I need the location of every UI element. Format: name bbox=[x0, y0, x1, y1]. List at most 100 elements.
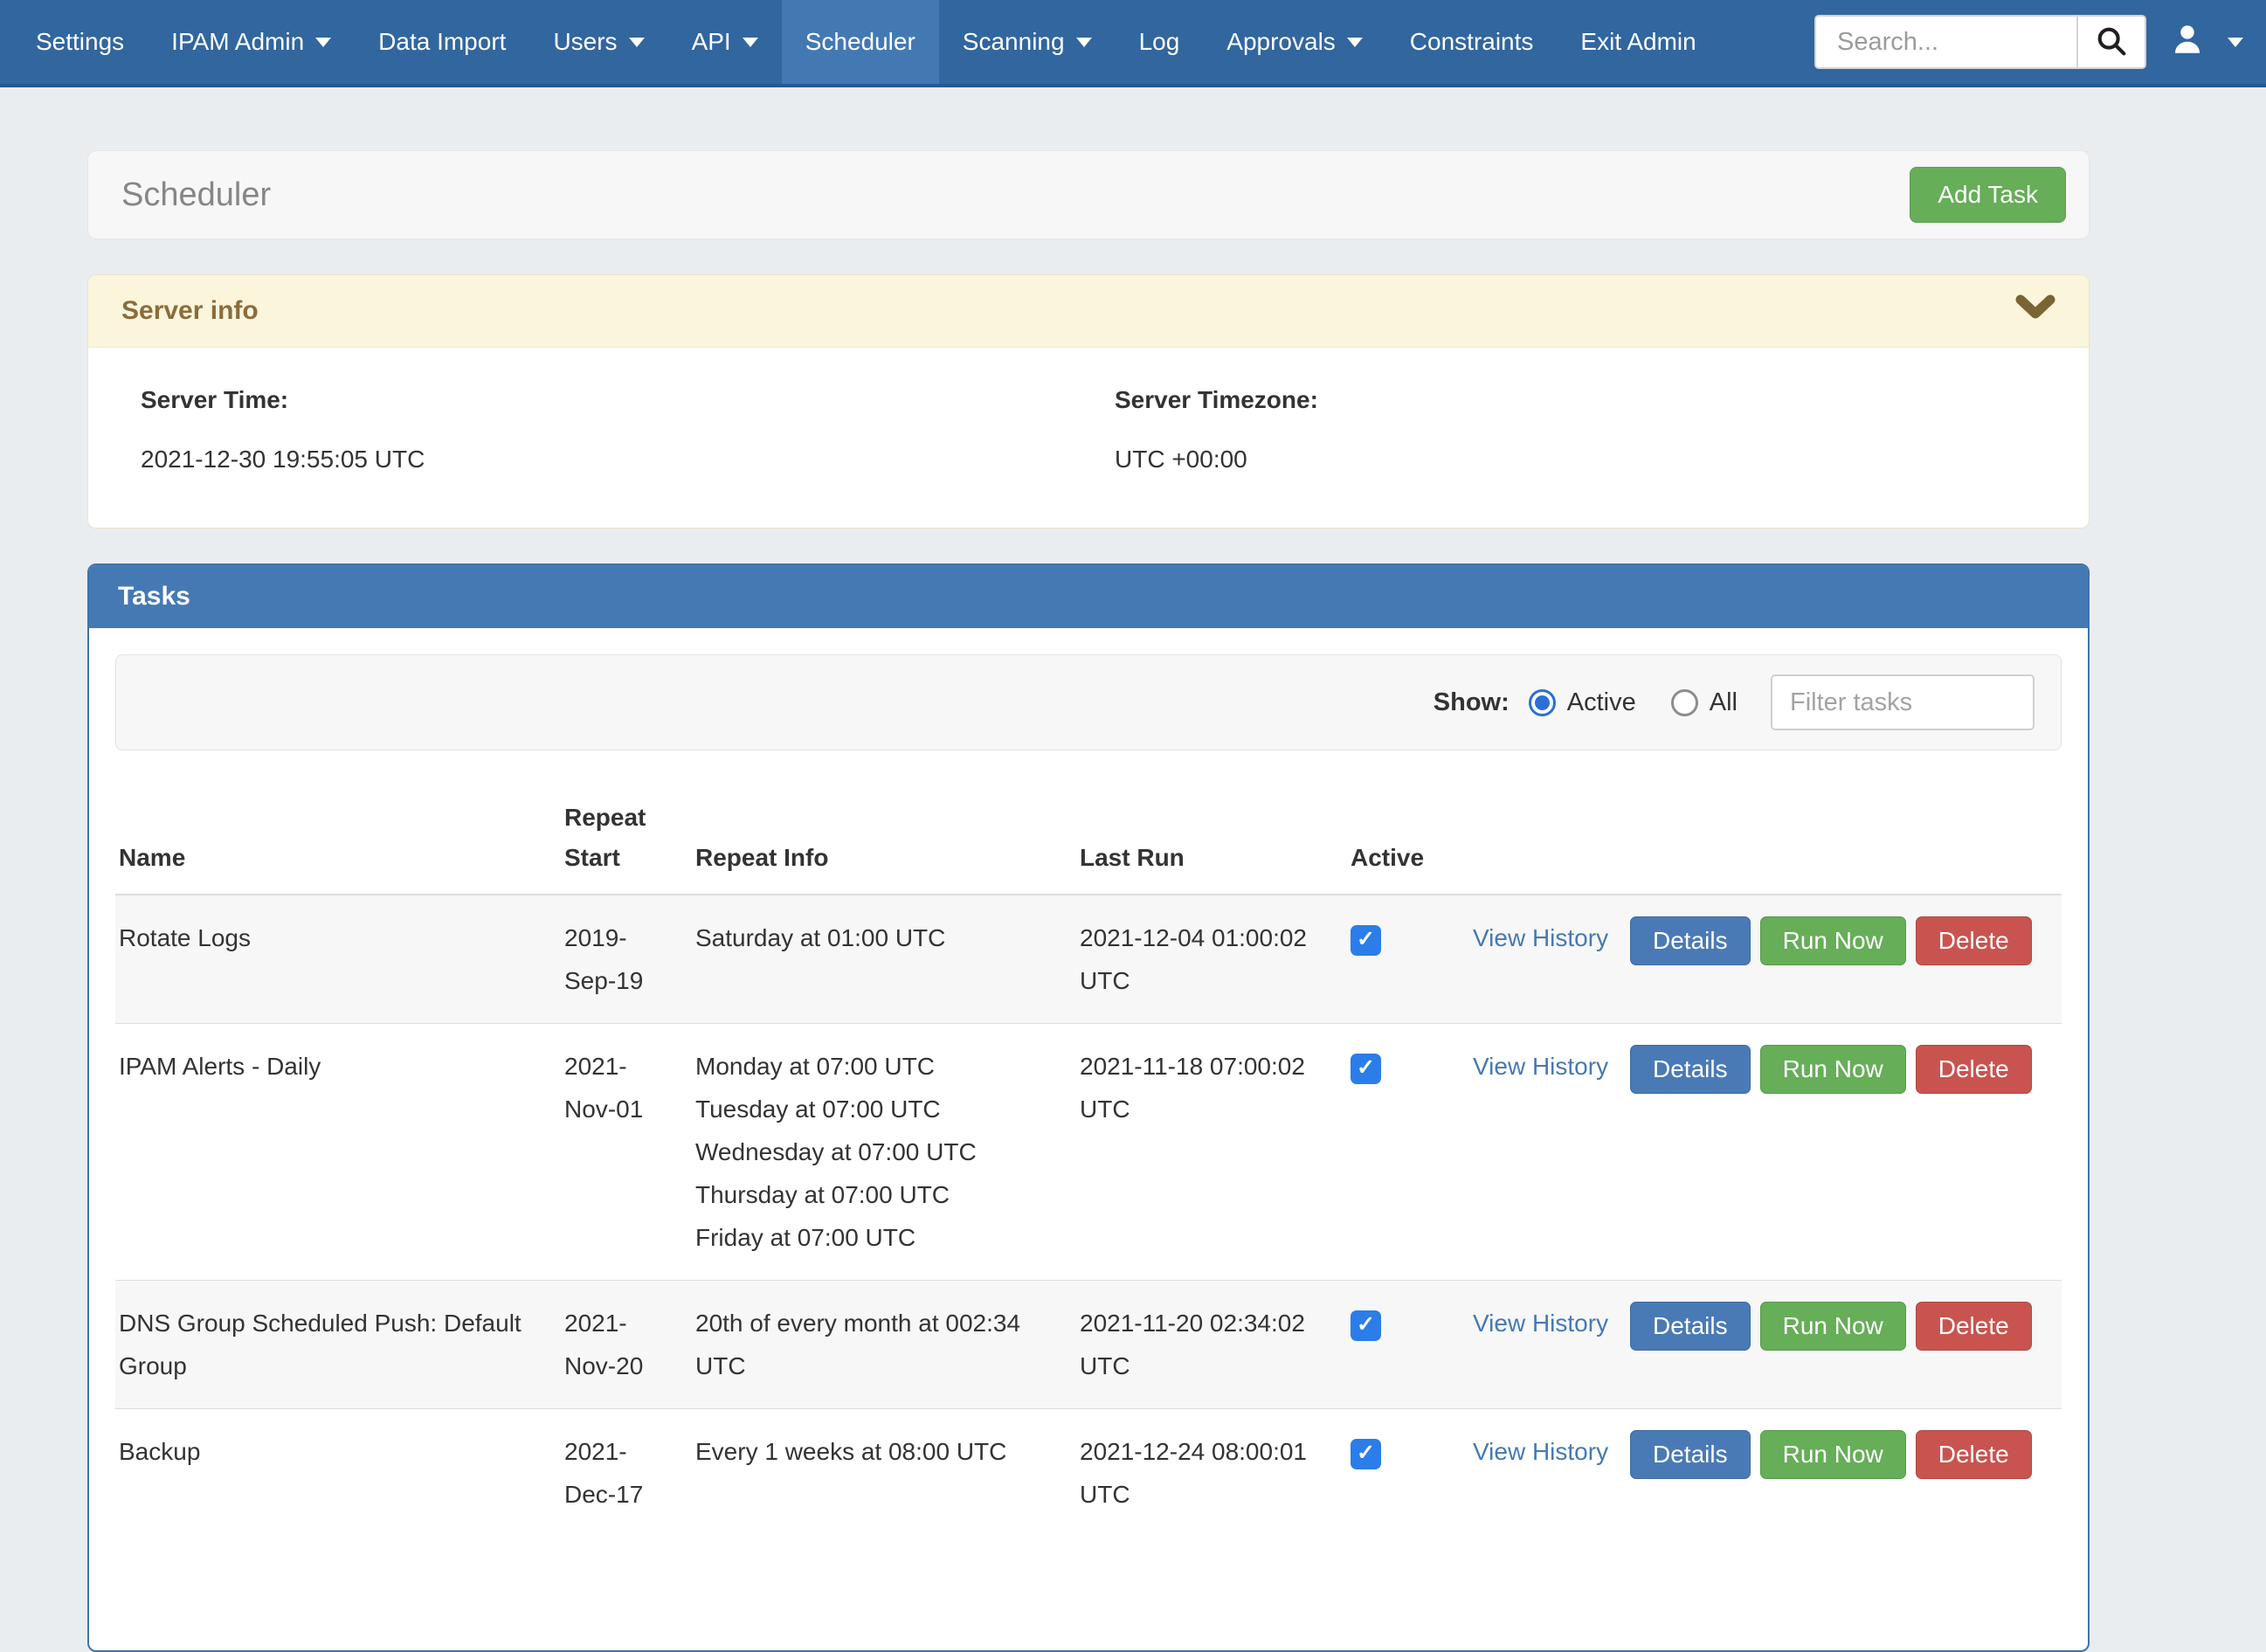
task-actions: DetailsRun NowDelete bbox=[1630, 916, 2044, 965]
task-repeat-info-line: Monday at 07:00 UTC bbox=[695, 1045, 1059, 1088]
search-button[interactable] bbox=[2076, 17, 2145, 67]
caret-down-icon bbox=[743, 38, 758, 47]
server-time-block: Server Time: 2021-12-30 19:55:05 UTC bbox=[141, 386, 1115, 473]
top-navbar: Settings IPAM Admin Data Import UsersAPI Sch… bbox=[0, 0, 2266, 87]
task-last-run: 2021-11-18 07:00:02 UTC bbox=[1080, 1053, 1305, 1123]
radio-active-label: Active bbox=[1567, 688, 1636, 717]
task-actions: DetailsRun NowDelete bbox=[1630, 1045, 2044, 1094]
nav-item-label: Scheduler bbox=[805, 28, 915, 56]
column-header-actions bbox=[1627, 784, 2062, 895]
view-history-link[interactable]: View History bbox=[1473, 1438, 1608, 1465]
task-repeat-info-cell: 20th of every month at 002:34 UTC bbox=[692, 1281, 1076, 1409]
task-repeat-info-cell: Every 1 weeks at 08:00 UTC bbox=[692, 1409, 1076, 1538]
server-time-value: 2021-12-30 19:55:05 UTC bbox=[141, 446, 1115, 473]
nav-item-users[interactable]: Users bbox=[529, 0, 667, 84]
nav-item-label: Scanning bbox=[963, 28, 1065, 56]
run-now-button[interactable]: Run Now bbox=[1760, 916, 1906, 965]
show-label: Show: bbox=[1434, 688, 1510, 717]
delete-button[interactable]: Delete bbox=[1916, 916, 2032, 965]
nav-item-scheduler[interactable]: Scheduler bbox=[782, 0, 939, 84]
task-repeat-info-cell: Monday at 07:00 UTCTuesday at 07:00 UTCW… bbox=[692, 1024, 1076, 1281]
nav-item-api[interactable]: API bbox=[668, 0, 782, 84]
details-button[interactable]: Details bbox=[1630, 916, 1751, 965]
nav-item-ipam-admin[interactable]: IPAM Admin bbox=[148, 0, 355, 84]
nav-item-label: Approvals bbox=[1226, 28, 1336, 56]
task-last-run-cell: 2021-12-24 08:00:01 UTC bbox=[1076, 1409, 1347, 1538]
radio-all-icon[interactable] bbox=[1671, 689, 1698, 716]
filter-tasks-input[interactable] bbox=[1771, 674, 2035, 730]
nav-item-log[interactable]: Log bbox=[1116, 0, 1204, 84]
nav-item-exit-admin[interactable]: Exit Admin bbox=[1557, 0, 1719, 84]
active-checkbox[interactable]: ✓ bbox=[1351, 1054, 1381, 1084]
task-actions-cell: DetailsRun NowDelete bbox=[1627, 1281, 2062, 1409]
chevron-down-icon[interactable] bbox=[2015, 294, 2055, 328]
nav-item-label: Settings bbox=[36, 28, 124, 56]
task-name-cell: DNS Group Scheduled Push: Default Group bbox=[115, 1281, 561, 1409]
details-button[interactable]: Details bbox=[1630, 1045, 1751, 1094]
task-repeat-start-cell: 2019-Sep-19 bbox=[561, 895, 692, 1024]
caret-down-icon bbox=[315, 38, 331, 47]
task-name-cell: Backup bbox=[115, 1409, 561, 1538]
tasks-table-body: Rotate Logs 2019-Sep-19 Saturday at 01:00 … bbox=[115, 895, 2062, 1537]
delete-button[interactable]: Delete bbox=[1916, 1045, 2032, 1094]
task-name: Rotate Logs bbox=[119, 924, 251, 951]
navbar-search bbox=[1814, 15, 2146, 69]
task-repeat-info-line: Friday at 07:00 UTC bbox=[695, 1216, 1059, 1259]
active-checkbox[interactable]: ✓ bbox=[1351, 925, 1381, 956]
run-now-button[interactable]: Run Now bbox=[1760, 1045, 1906, 1094]
radio-option-active[interactable]: Active bbox=[1529, 688, 1636, 717]
nav-item-data-import[interactable]: Data Import bbox=[355, 0, 529, 84]
task-history-cell: View History bbox=[1469, 1409, 1627, 1538]
nav-item-scanning[interactable]: Scanning bbox=[939, 0, 1116, 84]
task-repeat-info-cell: Saturday at 01:00 UTC bbox=[692, 895, 1076, 1024]
server-time-label: Server Time: bbox=[141, 386, 1115, 414]
column-header-repeat-info: Repeat Info bbox=[692, 784, 1076, 895]
nav-item-label: Log bbox=[1139, 28, 1180, 56]
delete-button[interactable]: Delete bbox=[1916, 1302, 2032, 1351]
tasks-panel-body: Show: Active All Name Repeat Start Repea… bbox=[89, 628, 2088, 1650]
nav-item-approvals[interactable]: Approvals bbox=[1203, 0, 1386, 84]
column-header-last-run: Last Run bbox=[1076, 784, 1347, 895]
run-now-button[interactable]: Run Now bbox=[1760, 1302, 1906, 1351]
nav-item-label: Exit Admin bbox=[1580, 28, 1696, 56]
nav-item-constraints[interactable]: Constraints bbox=[1386, 0, 1558, 84]
task-history-cell: View History bbox=[1469, 1024, 1627, 1281]
details-button[interactable]: Details bbox=[1630, 1302, 1751, 1351]
details-button[interactable]: Details bbox=[1630, 1430, 1751, 1479]
task-repeat-start: 2019-Sep-19 bbox=[564, 924, 643, 994]
server-timezone-label: Server Timezone: bbox=[1115, 386, 2089, 414]
server-info-header[interactable]: Server info bbox=[88, 275, 2089, 348]
run-now-button[interactable]: Run Now bbox=[1760, 1430, 1906, 1479]
user-menu[interactable] bbox=[2169, 21, 2243, 64]
task-history-cell: View History bbox=[1469, 895, 1627, 1024]
radio-active-icon[interactable] bbox=[1529, 689, 1556, 716]
view-history-link[interactable]: View History bbox=[1473, 924, 1608, 951]
task-actions-cell: DetailsRun NowDelete bbox=[1627, 1409, 2062, 1538]
task-last-run-cell: 2021-12-04 01:00:02 UTC bbox=[1076, 895, 1347, 1024]
nav-item-label: Data Import bbox=[378, 28, 506, 56]
task-row: Rotate Logs 2019-Sep-19 Saturday at 01:00 … bbox=[115, 895, 2062, 1024]
nav-items: Settings IPAM Admin Data Import UsersAPI Sch… bbox=[0, 0, 1720, 84]
server-info-panel: Server info Server Time: 2021-12-30 19:5… bbox=[87, 274, 2090, 529]
task-actions: DetailsRun NowDelete bbox=[1630, 1430, 2044, 1479]
view-history-link[interactable]: View History bbox=[1473, 1053, 1608, 1080]
active-checkbox[interactable]: ✓ bbox=[1351, 1439, 1381, 1469]
server-info-title: Server info bbox=[121, 296, 259, 326]
nav-item-settings[interactable]: Settings bbox=[12, 0, 148, 84]
radio-option-all[interactable]: All bbox=[1671, 688, 1737, 717]
server-timezone-value: UTC +00:00 bbox=[1115, 446, 2089, 473]
add-task-button[interactable]: Add Task bbox=[1910, 167, 2066, 223]
server-info-body: Server Time: 2021-12-30 19:55:05 UTC Ser… bbox=[88, 348, 2089, 528]
tasks-panel: Tasks Show: Active All Name Repea bbox=[87, 563, 2090, 1652]
delete-button[interactable]: Delete bbox=[1916, 1430, 2032, 1479]
nav-item-label: Constraints bbox=[1410, 28, 1534, 56]
column-header-repeat-start: Repeat Start bbox=[561, 784, 692, 895]
tasks-table-header-row: Name Repeat Start Repeat Info Last Run A… bbox=[115, 784, 2062, 895]
task-row: Backup2021-Dec-17Every 1 weeks at 08:00 … bbox=[115, 1409, 2062, 1538]
task-repeat-start: 2021-Nov-01 bbox=[564, 1053, 643, 1123]
column-header-history bbox=[1469, 784, 1627, 895]
search-input[interactable] bbox=[1816, 17, 2076, 67]
view-history-link[interactable]: View History bbox=[1473, 1310, 1608, 1337]
active-checkbox[interactable]: ✓ bbox=[1351, 1310, 1381, 1341]
caret-down-icon bbox=[2228, 38, 2243, 47]
